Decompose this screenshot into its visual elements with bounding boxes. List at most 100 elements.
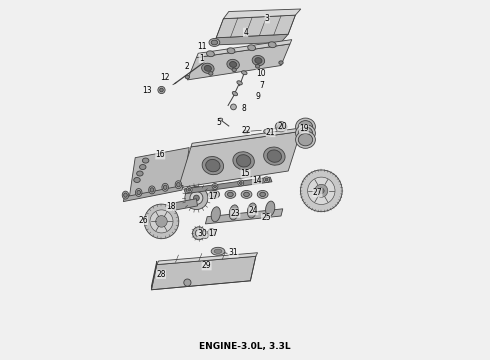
Ellipse shape <box>140 165 146 170</box>
Circle shape <box>318 188 324 194</box>
Polygon shape <box>213 34 288 45</box>
Text: 26: 26 <box>138 216 148 225</box>
Text: 12: 12 <box>160 73 170 82</box>
Polygon shape <box>196 40 292 58</box>
Ellipse shape <box>135 189 142 197</box>
Ellipse shape <box>163 185 167 189</box>
Circle shape <box>185 186 208 210</box>
Ellipse shape <box>295 118 316 135</box>
Text: 17: 17 <box>208 192 218 201</box>
Polygon shape <box>184 177 272 194</box>
Ellipse shape <box>225 190 236 198</box>
Circle shape <box>144 204 179 239</box>
Polygon shape <box>223 9 301 19</box>
Circle shape <box>214 185 217 188</box>
Ellipse shape <box>227 48 235 54</box>
Polygon shape <box>123 185 183 202</box>
Polygon shape <box>151 261 157 290</box>
Ellipse shape <box>227 59 240 69</box>
Polygon shape <box>205 209 283 224</box>
Ellipse shape <box>211 40 218 45</box>
Text: 31: 31 <box>229 248 239 257</box>
Ellipse shape <box>162 183 169 191</box>
Text: 23: 23 <box>231 209 240 217</box>
Text: 5: 5 <box>216 118 221 127</box>
Ellipse shape <box>233 152 254 170</box>
Ellipse shape <box>227 192 233 197</box>
Ellipse shape <box>206 159 220 172</box>
Ellipse shape <box>248 45 256 51</box>
Ellipse shape <box>255 58 262 63</box>
Circle shape <box>196 230 202 237</box>
Text: 13: 13 <box>142 86 151 95</box>
Circle shape <box>315 184 328 197</box>
Ellipse shape <box>264 129 270 134</box>
Ellipse shape <box>264 147 285 165</box>
Polygon shape <box>151 256 256 290</box>
Ellipse shape <box>252 55 265 66</box>
Circle shape <box>158 86 165 94</box>
Text: 21: 21 <box>266 128 275 137</box>
Text: 27: 27 <box>313 188 322 197</box>
Ellipse shape <box>214 249 222 253</box>
Ellipse shape <box>201 63 214 73</box>
Ellipse shape <box>257 190 268 198</box>
Text: 11: 11 <box>197 42 207 51</box>
Circle shape <box>308 177 335 204</box>
Ellipse shape <box>148 186 155 194</box>
Ellipse shape <box>295 131 316 148</box>
Ellipse shape <box>204 66 211 71</box>
Ellipse shape <box>211 247 225 255</box>
Text: 25: 25 <box>261 213 271 222</box>
Circle shape <box>190 192 203 204</box>
Ellipse shape <box>298 134 313 146</box>
Text: 8: 8 <box>242 104 246 113</box>
Circle shape <box>150 210 173 233</box>
Polygon shape <box>129 148 189 199</box>
Text: 17: 17 <box>208 229 218 238</box>
Text: 18: 18 <box>167 202 176 211</box>
Ellipse shape <box>137 190 141 195</box>
Text: 30: 30 <box>197 229 207 238</box>
Ellipse shape <box>298 121 313 133</box>
Ellipse shape <box>175 181 182 189</box>
Circle shape <box>208 229 215 236</box>
Text: 3: 3 <box>265 14 270 23</box>
Circle shape <box>188 188 191 191</box>
Ellipse shape <box>209 190 220 198</box>
Ellipse shape <box>275 122 287 132</box>
Ellipse shape <box>219 118 222 121</box>
Circle shape <box>156 216 167 227</box>
Circle shape <box>300 170 342 212</box>
Circle shape <box>239 181 242 184</box>
Text: 7: 7 <box>259 81 264 90</box>
Ellipse shape <box>211 207 220 222</box>
Ellipse shape <box>237 155 251 167</box>
Ellipse shape <box>206 51 214 57</box>
Circle shape <box>231 104 236 110</box>
Ellipse shape <box>237 81 243 85</box>
Ellipse shape <box>185 75 190 79</box>
Circle shape <box>265 178 268 181</box>
Ellipse shape <box>247 203 257 218</box>
Text: 20: 20 <box>277 122 287 131</box>
Ellipse shape <box>260 192 266 197</box>
Ellipse shape <box>279 61 283 64</box>
Circle shape <box>193 227 205 240</box>
Circle shape <box>194 195 199 201</box>
Circle shape <box>238 180 244 186</box>
Text: 10: 10 <box>256 69 266 78</box>
Circle shape <box>160 88 163 92</box>
Ellipse shape <box>143 158 149 163</box>
Ellipse shape <box>298 127 313 139</box>
Polygon shape <box>191 128 302 147</box>
Ellipse shape <box>242 71 247 75</box>
Polygon shape <box>178 131 301 188</box>
Text: 24: 24 <box>248 206 258 215</box>
Text: 16: 16 <box>155 150 165 159</box>
Text: 14: 14 <box>252 176 262 185</box>
Circle shape <box>264 177 270 183</box>
Ellipse shape <box>209 72 213 75</box>
Circle shape <box>212 184 218 189</box>
Text: 9: 9 <box>255 92 260 101</box>
